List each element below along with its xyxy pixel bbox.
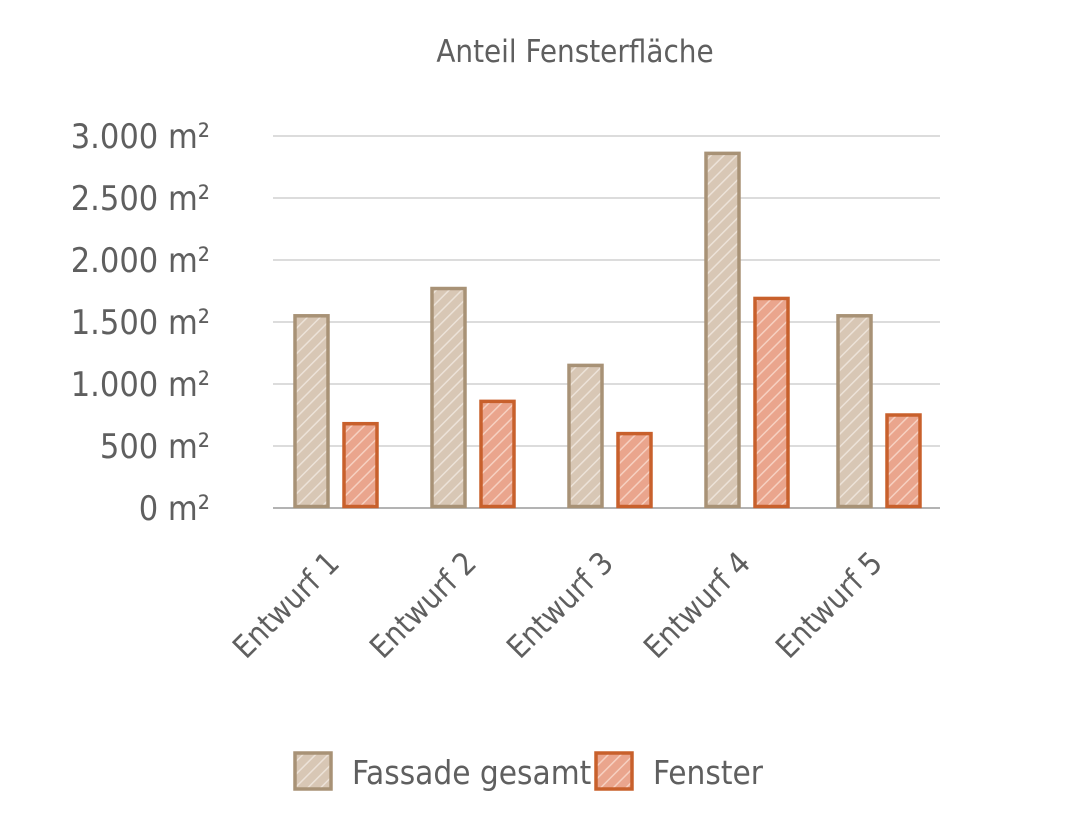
x-tick-label: Entwurf 1 (226, 545, 347, 666)
bar-fenster-3 (616, 431, 653, 509)
bar-fassade-1 (293, 314, 330, 509)
legend-swatch (594, 751, 634, 791)
x-tick-label: Entwurf 2 (363, 545, 484, 666)
bar-fassade-2 (430, 286, 467, 509)
bar-fassade-4 (704, 151, 741, 509)
chart-title: Anteil Fensterfläche (436, 34, 713, 70)
bar-fassade-3 (567, 363, 604, 509)
legend-label: Fenster (653, 753, 764, 792)
bar-fenster-2 (479, 399, 516, 509)
y-tick-label: 1.500 m² (71, 303, 210, 343)
bar-fassade-5 (836, 314, 873, 509)
y-gridlines (273, 135, 940, 509)
y-tick-label: 3.000 m² (71, 117, 210, 157)
y-tick-label: 500 m² (100, 427, 210, 467)
legend: Fassade gesamt Fenster (293, 751, 764, 792)
x-tick-label: Entwurf 4 (637, 545, 758, 666)
y-axis-tick-labels: 0 m² 500 m² 1.000 m² 1.500 m² 2.000 m² 2.500 … (71, 117, 210, 529)
y-tick-label: 2.000 m² (71, 241, 210, 281)
legend-label: Fassade gesamt (352, 753, 591, 792)
x-tick-label: Entwurf 3 (500, 545, 621, 666)
y-tick-label: 0 m² (139, 489, 210, 529)
x-tick-label: Entwurf 5 (769, 545, 890, 666)
bars (293, 151, 922, 509)
bar-fenster-1 (342, 421, 379, 509)
y-tick-label: 2.500 m² (71, 179, 210, 219)
y-tick-label: 1.000 m² (71, 365, 210, 405)
legend-swatch (293, 751, 333, 791)
bar-fenster-4 (753, 296, 790, 509)
x-axis-category-labels: Entwurf 1 Entwurf 2 Entwurf 3 Entwurf 4 Entw… (226, 545, 890, 666)
bar-fenster-5 (885, 413, 922, 509)
